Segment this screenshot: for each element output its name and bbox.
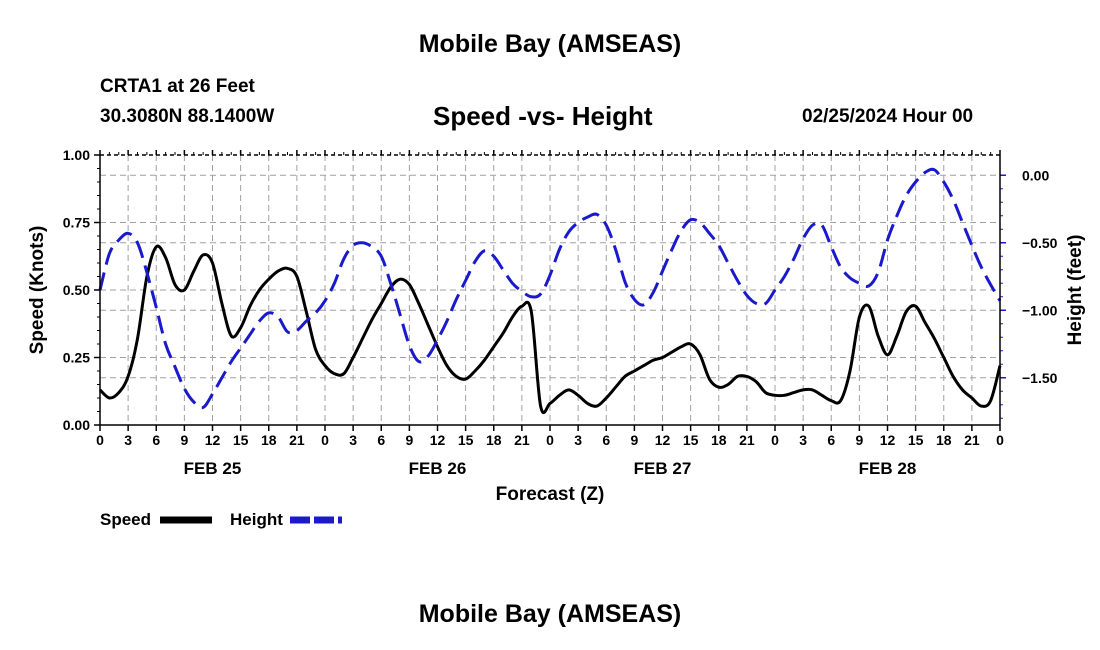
axes-layer [94, 150, 1006, 431]
x-tick-label: 9 [180, 432, 188, 448]
x-tick-label: 6 [827, 432, 835, 448]
chart-bottom-title: Mobile Bay (AMSEAS) [418, 600, 682, 628]
x-tick-label: 6 [602, 432, 610, 448]
y2-tick-label: 0.00 [1022, 167, 1049, 183]
x-tick-label: 3 [349, 432, 357, 448]
y-tick-label: 0.25 [63, 350, 90, 366]
x-tick-label: 12 [655, 432, 671, 448]
legend: Speed Height [100, 510, 342, 529]
y-tick-label: 1.00 [63, 147, 90, 163]
x-tick-label: 18 [711, 432, 727, 448]
y2-tick-label: −1.00 [1022, 302, 1058, 318]
y2-axis-title: Height (feet) [1065, 235, 1086, 346]
x-tick-label: 6 [377, 432, 385, 448]
x-tick-label: 6 [152, 432, 160, 448]
x-tick-label: 21 [964, 432, 980, 448]
x-tick-label: 15 [908, 432, 924, 448]
x-tick-label: 18 [936, 432, 952, 448]
x-tick-label: 15 [458, 432, 474, 448]
x-tick-label: 21 [514, 432, 530, 448]
x-tick-label: 3 [124, 432, 132, 448]
y-tick-label: 0.50 [63, 282, 90, 298]
x-tick-label: 12 [880, 432, 896, 448]
station-coordinates: 30.3080N 88.1400W [100, 106, 275, 127]
y2-tick-label: −0.50 [1022, 235, 1058, 251]
x-tick-label: 15 [683, 432, 699, 448]
day-label: FEB 26 [409, 459, 467, 478]
speed-series-line [98, 244, 1002, 414]
x-tick-label: 0 [96, 432, 104, 448]
x-tick-label: 0 [771, 432, 779, 448]
x-tick-label: 12 [205, 432, 221, 448]
x-axis-title: Forecast (Z) [496, 484, 605, 505]
y-tick-label: 0.75 [63, 215, 90, 231]
x-tick-label: 9 [405, 432, 413, 448]
y-axis-title: Speed (Knots) [27, 226, 48, 355]
legend-height-label: Height [230, 510, 283, 529]
x-tick-label: 18 [486, 432, 502, 448]
x-tick-label: 9 [855, 432, 863, 448]
x-tick-label: 3 [799, 432, 807, 448]
day-label: FEB 25 [184, 459, 242, 478]
day-label: FEB 27 [634, 459, 692, 478]
height-series-line [98, 167, 1002, 410]
day-label: FEB 28 [859, 459, 917, 478]
x-tick-label: 0 [546, 432, 554, 448]
x-tick-label: 0 [321, 432, 329, 448]
x-tick-label: 12 [430, 432, 446, 448]
chart-subtitle: Speed -vs- Height [433, 101, 653, 131]
x-tick-label: 15 [233, 432, 249, 448]
station-label: CRTA1 at 26 Feet [100, 76, 255, 97]
forecast-datetime: 02/25/2024 Hour 00 [802, 106, 974, 127]
y2-tick-label: −1.50 [1022, 370, 1058, 386]
x-tick-label: 21 [739, 432, 755, 448]
grid-layer [100, 155, 1000, 425]
chart-main-title: Mobile Bay (AMSEAS) [418, 30, 682, 58]
x-tick-label: 3 [574, 432, 582, 448]
labels-layer: 0 3 6 9 12 15 18 21 0 3 6 9 12 15 18 21 0 3 6 9 12 15 18 21 0 3 6 9… [27, 147, 1086, 505]
series-layer [98, 167, 1002, 414]
x-tick-label: 9 [630, 432, 638, 448]
x-tick-label: 0 [996, 432, 1004, 448]
x-tick-label: 18 [261, 432, 277, 448]
x-tick-label: 21 [289, 432, 305, 448]
legend-speed-label: Speed [100, 510, 151, 529]
y-tick-label: 0.00 [63, 417, 90, 433]
